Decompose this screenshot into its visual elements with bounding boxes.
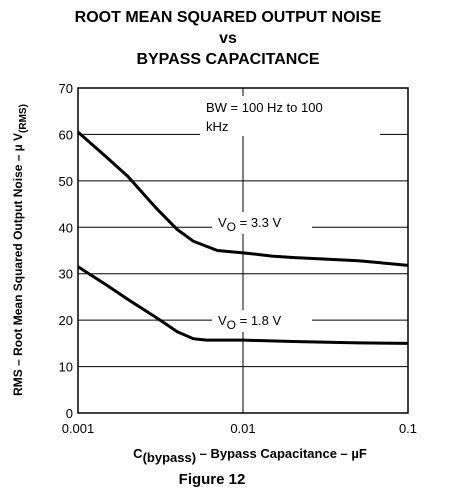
y-tick-label: 70: [59, 81, 73, 96]
series-label-sub: O: [227, 220, 236, 234]
annotation: kHz: [206, 119, 228, 134]
x-axis-label-part: C: [133, 446, 143, 461]
series-label-part: = 1.8 V: [236, 313, 281, 328]
y-tick-label: 30: [59, 267, 73, 282]
chart-title: vs: [219, 30, 237, 47]
y-tick-label: 20: [59, 313, 73, 328]
label-bg: [212, 310, 312, 332]
plot-frame: [77, 87, 409, 414]
series-label-part: V: [218, 215, 227, 230]
label-bg: [212, 212, 312, 234]
line-series: [77, 130, 409, 267]
y-tick-label: 50: [59, 174, 73, 189]
chart-title: BYPASS CAPACITANCE: [136, 51, 319, 68]
line-series: [77, 265, 409, 345]
x-tick-label: 0.1: [399, 421, 417, 436]
series-label: VO = 3.3 V: [218, 215, 282, 234]
y-tick-label: 60: [59, 127, 73, 142]
series-label-part: = 3.3 V: [236, 215, 281, 230]
x-axis-label-part: – Bypass Capacitance – µF: [196, 446, 367, 461]
chart-title: ROOT MEAN SQUARED OUTPUT NOISE: [75, 9, 382, 26]
y-axis-label-sub: (RMS): [18, 104, 29, 133]
x-axis-label: C(bypass) – Bypass Capacitance – µF: [133, 446, 367, 465]
series-label-part: V: [218, 313, 227, 328]
y-tick-label: 0: [66, 406, 73, 421]
x-axis-label-sub: (bypass): [143, 450, 196, 465]
series-label-sub: O: [227, 318, 236, 332]
series-label: VO = 1.8 V: [218, 313, 282, 332]
x-tick-label: 0.001: [62, 421, 95, 436]
x-tick-label: 0.01: [230, 421, 255, 436]
annotation: BW = 100 Hz to 100: [206, 100, 323, 115]
annotation-bg: [200, 96, 380, 136]
caption: Figure 12: [179, 471, 246, 488]
y-tick-label: 40: [59, 220, 73, 235]
y-tick-label: 10: [59, 360, 73, 375]
y-axis-label: RMS – Root Mean Squared Output Noise – µ…: [11, 104, 29, 396]
y-axis-label-part: RMS – Root Mean Squared Output Noise – µ…: [11, 133, 25, 396]
